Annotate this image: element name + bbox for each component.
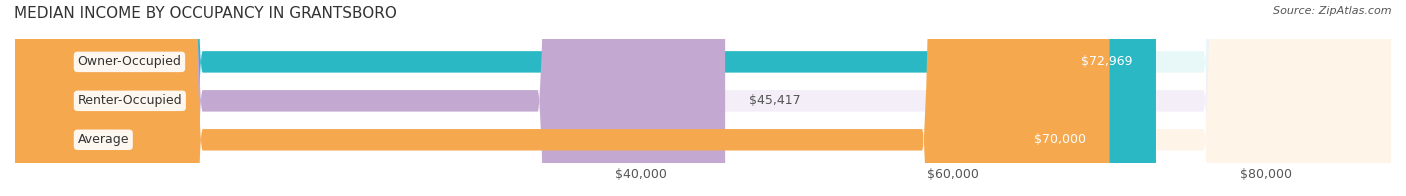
Text: $72,969: $72,969 <box>1081 55 1132 68</box>
Text: $45,417: $45,417 <box>748 94 800 107</box>
FancyBboxPatch shape <box>15 0 725 196</box>
FancyBboxPatch shape <box>15 0 1109 196</box>
Text: MEDIAN INCOME BY OCCUPANCY IN GRANTSBORO: MEDIAN INCOME BY OCCUPANCY IN GRANTSBORO <box>14 6 396 21</box>
Text: $70,000: $70,000 <box>1033 133 1085 146</box>
FancyBboxPatch shape <box>15 0 1391 196</box>
Text: Owner-Occupied: Owner-Occupied <box>77 55 181 68</box>
FancyBboxPatch shape <box>15 0 1156 196</box>
Text: Average: Average <box>77 133 129 146</box>
FancyBboxPatch shape <box>15 0 1391 196</box>
Text: Renter-Occupied: Renter-Occupied <box>77 94 183 107</box>
FancyBboxPatch shape <box>15 0 1391 196</box>
Text: Source: ZipAtlas.com: Source: ZipAtlas.com <box>1274 6 1392 16</box>
